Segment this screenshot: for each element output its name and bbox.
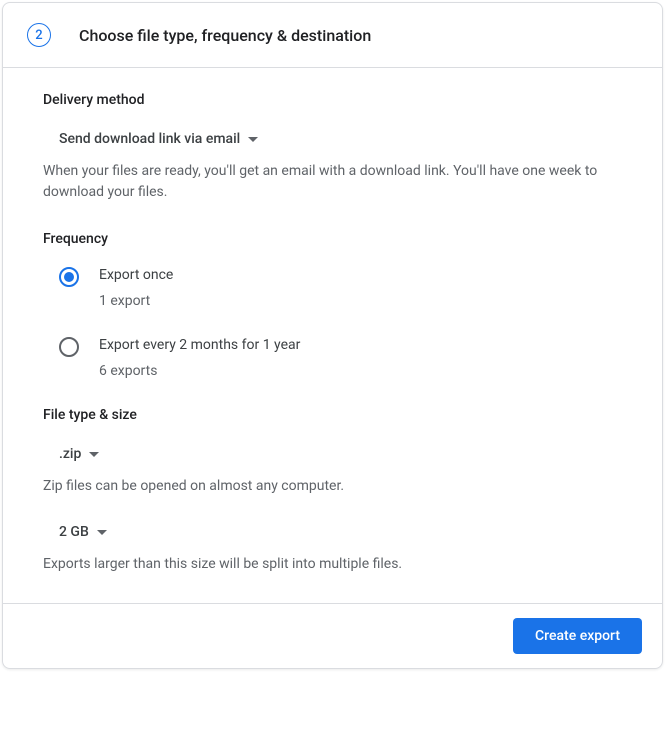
caret-down-icon bbox=[97, 530, 107, 535]
frequency-option-sub: 6 exports bbox=[99, 363, 300, 379]
delivery-method-help: When your files are ready, you'll get an… bbox=[43, 161, 622, 203]
filesize-dropdown[interactable]: 2 GB bbox=[43, 524, 107, 540]
caret-down-icon bbox=[89, 452, 99, 457]
caret-down-icon bbox=[248, 137, 258, 142]
frequency-radio-group: Export once 1 export Export every 2 mont… bbox=[43, 267, 622, 379]
radio-texts: Export every 2 months for 1 year 6 expor… bbox=[99, 337, 300, 379]
filetype-help: Zip files can be opened on almost any co… bbox=[43, 476, 622, 497]
radio-selected-icon bbox=[59, 267, 79, 287]
delivery-method-dropdown[interactable]: Send download link via email bbox=[43, 131, 258, 147]
radio-unselected-icon bbox=[59, 337, 79, 357]
filetype-selected: .zip bbox=[59, 446, 81, 462]
step-number-badge: 2 bbox=[27, 23, 51, 47]
radio-dot-icon bbox=[64, 272, 74, 282]
export-step-card: 2 Choose file type, frequency & destinat… bbox=[2, 2, 663, 669]
filetype-dropdown[interactable]: .zip bbox=[43, 446, 99, 462]
step-footer: Create export bbox=[3, 603, 662, 668]
filesize-help: Exports larger than this size will be sp… bbox=[43, 554, 622, 575]
step-header: 2 Choose file type, frequency & destinat… bbox=[3, 3, 662, 68]
frequency-option-label: Export every 2 months for 1 year bbox=[99, 337, 300, 353]
step-body: Delivery method Send download link via e… bbox=[3, 68, 662, 603]
filetype-label: File type & size bbox=[43, 407, 622, 423]
radio-texts: Export once 1 export bbox=[99, 267, 173, 309]
frequency-option-once[interactable]: Export once 1 export bbox=[59, 267, 622, 309]
delivery-method-label: Delivery method bbox=[43, 92, 622, 108]
frequency-option-sub: 1 export bbox=[99, 293, 173, 309]
frequency-option-label: Export once bbox=[99, 267, 173, 283]
step-title: Choose file type, frequency & destinatio… bbox=[79, 26, 371, 45]
delivery-method-selected: Send download link via email bbox=[59, 131, 240, 147]
filesize-selected: 2 GB bbox=[59, 524, 89, 540]
frequency-label: Frequency bbox=[43, 231, 622, 247]
frequency-option-bimonthly[interactable]: Export every 2 months for 1 year 6 expor… bbox=[59, 337, 622, 379]
create-export-button[interactable]: Create export bbox=[513, 618, 642, 654]
